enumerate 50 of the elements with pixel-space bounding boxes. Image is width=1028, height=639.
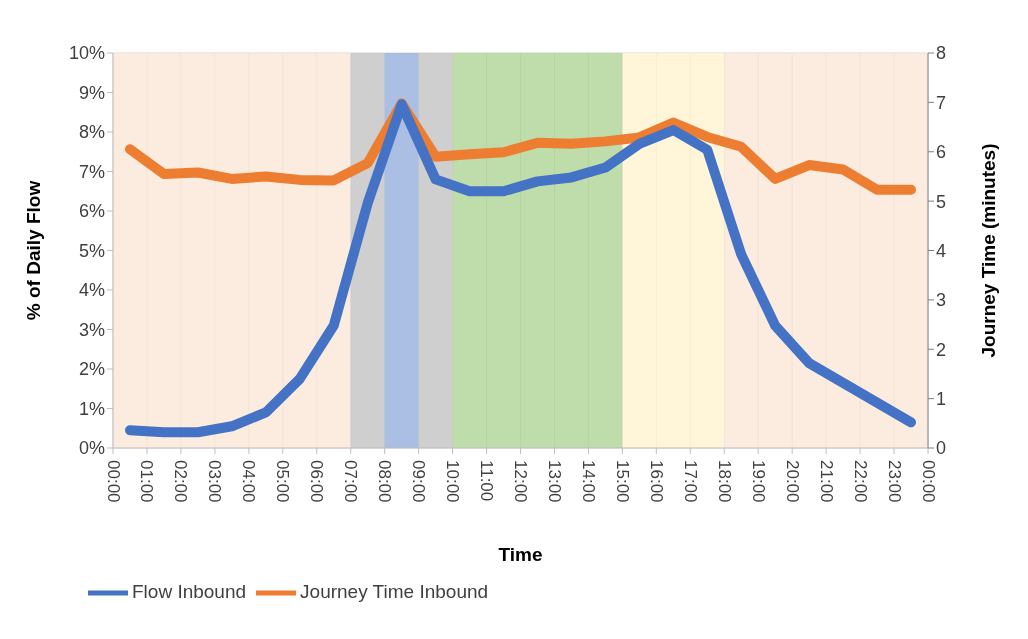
x-tick-label: 07:00 bbox=[341, 460, 361, 503]
y-tick-label: 3% bbox=[78, 319, 105, 340]
y2-axis-title: Journey Time (minutes) bbox=[977, 143, 999, 358]
y2-tick-label: 6 bbox=[936, 142, 947, 163]
x-tick-label: 01:00 bbox=[137, 460, 157, 503]
y2-tick-label: 3 bbox=[936, 290, 947, 311]
y-tick-label: 0% bbox=[78, 438, 105, 459]
x-tick-label: 16:00 bbox=[646, 460, 666, 503]
y-axis-title: % of Daily Flow bbox=[22, 180, 44, 321]
x-tick-label: 02:00 bbox=[171, 460, 191, 503]
y2-tick-label: 2 bbox=[936, 339, 947, 360]
x-tick-label: 08:00 bbox=[375, 460, 395, 503]
y-tick-label: 4% bbox=[78, 280, 105, 301]
x-tick-label: 09:00 bbox=[409, 460, 429, 503]
x-tick-label: 11:00 bbox=[477, 460, 497, 502]
x-tick-label: 03:00 bbox=[205, 460, 225, 503]
x-tick-label: 14:00 bbox=[578, 460, 598, 503]
y-tick-label: 6% bbox=[78, 201, 105, 222]
x-tick-label: 23:00 bbox=[884, 460, 904, 503]
y-tick-label: 9% bbox=[78, 82, 105, 103]
y2-tick-label: 5 bbox=[936, 191, 947, 212]
y2-tick-label: 0 bbox=[936, 438, 947, 459]
y2-tick-label: 8 bbox=[936, 43, 947, 64]
y-tick-label: 2% bbox=[78, 359, 105, 380]
y-tick-label: 10% bbox=[68, 43, 105, 64]
y-tick-label: 5% bbox=[78, 240, 105, 261]
x-tick-label: 04:00 bbox=[239, 460, 259, 503]
y2-tick-label: 4 bbox=[936, 240, 947, 261]
x-tick-label: 18:00 bbox=[714, 460, 734, 503]
x-tick-label: 00:00 bbox=[103, 460, 123, 503]
x-tick-label: 21:00 bbox=[816, 460, 836, 503]
x-tick-label: 19:00 bbox=[748, 460, 768, 503]
x-tick-label: 22:00 bbox=[850, 460, 870, 503]
x-tick-label: 10:00 bbox=[443, 460, 463, 503]
x-tick-label: 12:00 bbox=[511, 460, 530, 503]
legend-label: Flow Inbound bbox=[132, 581, 247, 603]
y-tick-label: 7% bbox=[78, 161, 105, 182]
y2-tick-label: 1 bbox=[936, 389, 947, 410]
x-tick-label: 05:00 bbox=[273, 460, 293, 503]
x-tick-label: 17:00 bbox=[680, 460, 700, 503]
y-tick-label: 1% bbox=[78, 398, 105, 419]
x-tick-label: 15:00 bbox=[612, 460, 632, 503]
y2-tick-label: 7 bbox=[936, 92, 947, 113]
x-tick-label: 06:00 bbox=[307, 460, 327, 503]
x-tick-label: 00:00 bbox=[918, 460, 938, 503]
x-tick-label: 13:00 bbox=[544, 460, 564, 503]
y-tick-label: 8% bbox=[78, 122, 105, 143]
x-axis-title: Time bbox=[498, 544, 543, 565]
x-tick-label: 20:00 bbox=[782, 460, 802, 503]
legend-label: Journey Time Inbound bbox=[300, 581, 489, 603]
